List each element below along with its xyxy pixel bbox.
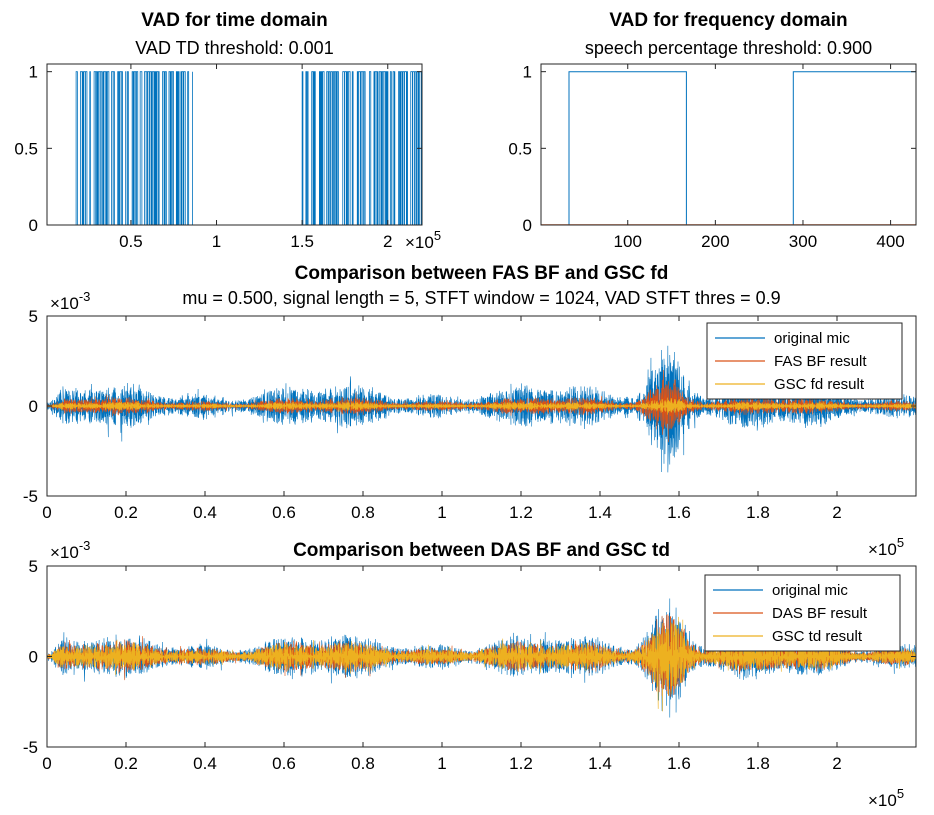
plot-area xyxy=(47,64,422,225)
series-fas-gsc-1 xyxy=(47,370,916,443)
x-tick-label: 2 xyxy=(383,232,392,251)
x-axis-exponent: ×105 xyxy=(868,786,904,810)
x-tick-label: 1.2 xyxy=(509,503,533,522)
chart-title: VAD for time domain xyxy=(141,10,328,31)
x-tick-label: 0.8 xyxy=(351,503,375,522)
x-tick-label: 0.6 xyxy=(272,754,296,773)
chart-das-gsc: 0 0.2 0.4 0.6 0.8 1 1.2 1.4 1.6 1.8 2-505×105×10-3… xyxy=(23,538,917,810)
x-tick-label: 0 xyxy=(42,503,51,522)
x-tick-label: 2 xyxy=(832,754,841,773)
y-tick-label: 0 xyxy=(29,648,38,667)
y-tick-label: 1 xyxy=(523,63,532,82)
chart-subtitle: mu = 0.500, signal length = 5, STFT wind… xyxy=(182,288,780,308)
plot-lines xyxy=(47,345,916,473)
x-tick-label: 400 xyxy=(876,232,904,251)
x-tick-label: 1.2 xyxy=(509,754,533,773)
y-tick-label: 0 xyxy=(29,216,38,235)
y-tick-label: 0.5 xyxy=(508,139,532,158)
chart-vad-td: 0.5 1 1.5 2 0 0.5 1 ×105 VAD for time domain VAD … xyxy=(14,10,441,252)
x-tick-label: 1.4 xyxy=(588,754,612,773)
x-tick-label: 0.2 xyxy=(114,503,138,522)
x-tick-label: 200 xyxy=(701,232,729,251)
series-vad-fd-0 xyxy=(541,71,916,225)
series-vad-td-line xyxy=(47,71,422,225)
x-tick-label: 2 xyxy=(832,503,841,522)
x-tick-label: 1.6 xyxy=(667,754,691,773)
legend-entry: original mic xyxy=(774,330,850,347)
legend-entry: GSC td result xyxy=(772,628,863,645)
x-tick-label: 1 xyxy=(437,503,446,522)
chart-fas-gsc: 0 0.2 0.4 0.6 0.8 1 1.2 1.4 1.6 1.8 2-505×105×10-3… xyxy=(23,263,917,559)
y-tick-label: -5 xyxy=(23,738,38,757)
x-tick-label: 0.2 xyxy=(114,754,138,773)
chart-title: Comparison between DAS BF and GSC td xyxy=(293,540,670,561)
chart-subtitle: VAD TD threshold: 0.001 xyxy=(135,38,333,58)
x-tick-label: 1.8 xyxy=(746,503,770,522)
legend-entry: original mic xyxy=(772,582,848,599)
axes-box xyxy=(46,63,423,226)
x-tick-label: 100 xyxy=(614,232,642,251)
chart-title: Comparison between FAS BF and GSC fd xyxy=(295,263,669,284)
x-tick-label: 0.4 xyxy=(193,503,217,522)
chart-subtitle: speech percentage threshold: 0.900 xyxy=(585,38,872,58)
x-tick-label: 1 xyxy=(437,754,446,773)
x-axis-exponent: ×105 xyxy=(868,535,904,559)
x-tick-label: 1.6 xyxy=(667,503,691,522)
plot-lines xyxy=(541,71,916,225)
x-tick-label: 1.5 xyxy=(290,232,314,251)
x-tick-label: 1.4 xyxy=(588,503,612,522)
x-tick-label: 0.6 xyxy=(272,503,296,522)
chart-title: VAD for frequency domain xyxy=(609,10,847,31)
y-tick-label: 0 xyxy=(29,397,38,416)
series-das-gsc-2 xyxy=(47,616,916,712)
x-tick-label: 0.4 xyxy=(193,754,217,773)
y-tick-label: 5 xyxy=(29,557,38,576)
y-tick-label: -5 xyxy=(23,487,38,506)
chart-vad-fd: 100 200 300 400 0 0.5 1 VAD for frequency domai… xyxy=(508,10,917,251)
y-tick-label: 5 xyxy=(29,307,38,326)
x-tick-label: 0.5 xyxy=(119,232,143,251)
y-axis-exponent: ×10-3 xyxy=(50,289,90,313)
y-tick-label: 0.5 xyxy=(14,139,38,158)
x-tick-label: 0 xyxy=(42,754,51,773)
plot-area xyxy=(541,64,916,225)
legend: original mic DAS BF result GSC td result xyxy=(704,574,901,652)
x-tick-label: 0.8 xyxy=(351,754,375,773)
x-tick-label: 1 xyxy=(212,232,221,251)
y-tick-label: 0 xyxy=(523,216,532,235)
legend-entry: FAS BF result xyxy=(774,353,867,370)
legend-entry: DAS BF result xyxy=(772,605,868,622)
x-tick-label: 1.8 xyxy=(746,754,770,773)
axes-box xyxy=(540,63,917,226)
y-axis-exponent: ×10-3 xyxy=(50,538,90,562)
x-axis-exponent: ×105 xyxy=(405,228,441,252)
legend: original mic FAS BF result GSC fd result xyxy=(706,322,903,400)
y-tick-label: 1 xyxy=(29,63,38,82)
legend-entry: GSC fd result xyxy=(774,376,865,393)
series-fas-gsc-2 xyxy=(47,397,916,415)
x-tick-label: 300 xyxy=(789,232,817,251)
plot-lines xyxy=(47,71,422,225)
